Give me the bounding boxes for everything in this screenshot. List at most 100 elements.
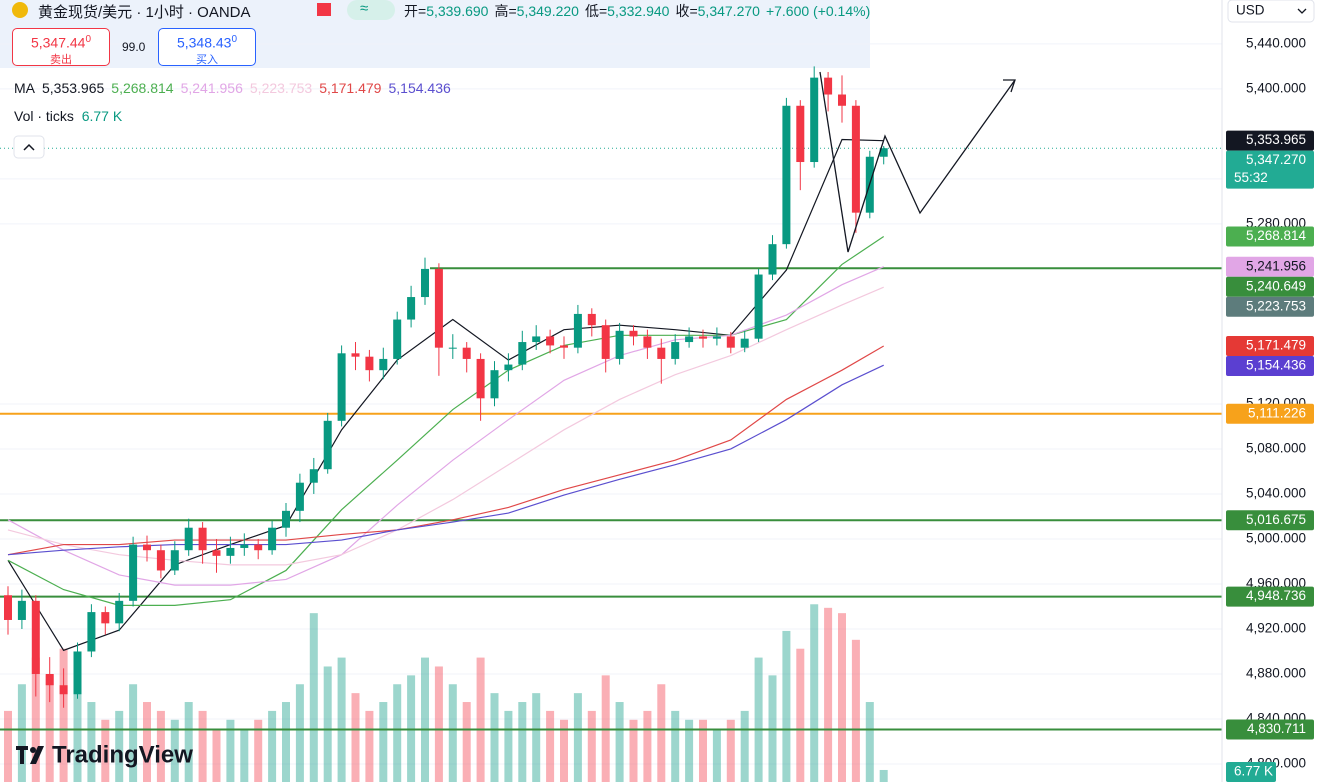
volume-bar (796, 648, 805, 782)
volume-bar (393, 684, 402, 782)
volume-bar (573, 693, 582, 782)
candle-body (45, 673, 54, 686)
volume-bar (671, 710, 680, 782)
candle-body (379, 358, 388, 371)
volume-bar (462, 702, 471, 782)
candle-body (657, 347, 666, 359)
price-tag (1226, 356, 1314, 377)
candle-body (115, 600, 124, 624)
sell-label: 卖出 (50, 53, 72, 66)
candle-body (365, 356, 374, 371)
status-badge (347, 0, 395, 20)
volume-bar (115, 710, 124, 782)
price-tag-label: 5,347.270 (1246, 152, 1306, 167)
volume-tag (1226, 762, 1276, 782)
volume-bar (212, 728, 221, 782)
volume-bar (282, 702, 290, 782)
volume-bar (226, 719, 235, 782)
volume-bar (657, 684, 666, 782)
volume-bar (629, 719, 638, 782)
candle-body (490, 370, 499, 399)
candle-body (31, 600, 40, 674)
candle-body (685, 336, 694, 343)
candle-body (851, 105, 860, 213)
volume-bar (448, 684, 457, 782)
candle-body (796, 105, 805, 163)
volume-bar (546, 710, 555, 782)
volume-bar (323, 666, 332, 782)
currency-dropdown[interactable] (1227, 0, 1315, 23)
volume-bar (754, 657, 763, 782)
volume-bar (184, 702, 193, 782)
candle-body (712, 336, 721, 339)
collapse-button[interactable] (13, 135, 45, 159)
candle-body (518, 342, 527, 365)
volume-bar (879, 769, 888, 782)
candle-body (87, 612, 96, 652)
logo-text: TradingView (52, 741, 193, 768)
volume-label: Vol · ticks (14, 108, 74, 124)
price-tag-label: 4,948.736 (1246, 588, 1306, 603)
price-tag-label: 5,111.226 (1248, 405, 1306, 420)
volume-bar (699, 719, 707, 782)
price-tag (1226, 226, 1314, 247)
price-tag-label: 5,016.675 (1246, 512, 1306, 527)
sell-price: 5,347.44 (30, 34, 86, 51)
moving-average (7, 364, 884, 556)
ohlc-change: +7.600 (+0.14%) (765, 3, 871, 19)
volume-bar (4, 710, 12, 782)
flag-icon[interactable] (317, 3, 331, 16)
ma-label: MA (14, 80, 35, 96)
volume-bar (254, 719, 263, 782)
candle-body (754, 274, 763, 339)
currency-label: USD (1236, 3, 1265, 18)
buy-button[interactable]: 5,348.430 买入 (158, 28, 256, 66)
candle-body (838, 94, 846, 106)
volume-bar (685, 719, 694, 782)
price-tag (1226, 256, 1314, 277)
volume-bar (504, 710, 513, 782)
candle-body (351, 353, 360, 357)
volume-bar (129, 684, 138, 782)
dropdown-chevron (1297, 8, 1307, 14)
price-tag (1226, 510, 1314, 531)
candle-body (532, 336, 541, 343)
volume-bar (240, 728, 249, 782)
price-axis: 5,440.0005,400.0005,320.0005,280.0005,12… (1226, 35, 1314, 782)
price-tag-label: 5,223.753 (1246, 298, 1306, 313)
volume-bar (712, 728, 721, 782)
volume-bar (587, 710, 596, 782)
buy-label: 买入 (196, 53, 218, 66)
price-tag-label: 5,154.436 (1246, 358, 1306, 373)
ma-legend: MA 5,353.965 5,268.814 5,241.956 5,223.753 5,… (14, 80, 451, 96)
volume-bar (379, 702, 388, 782)
sell-button[interactable]: 5,347.440 卖出 (12, 28, 110, 66)
volume-bar (73, 693, 82, 782)
candle-body (170, 550, 179, 571)
header-panel (0, 0, 870, 68)
price-tag-label: 5,171.479 (1246, 338, 1306, 353)
ma-value: 5,353.965 (42, 80, 105, 96)
y-tick-label: 5,440.000 (1246, 35, 1306, 50)
ma-value: 5,171.479 (319, 80, 382, 96)
candle-body (810, 77, 819, 163)
volume-bar (31, 657, 40, 782)
volume-value: 6.77 K (81, 108, 123, 124)
y-tick-label: 5,400.000 (1246, 80, 1306, 95)
candle-body (101, 612, 110, 624)
ohlc-label: 收= (675, 3, 698, 19)
ma-value: 5,154.436 (388, 80, 451, 96)
volume-bar (198, 710, 207, 782)
buy-price-sup: 0 (231, 34, 238, 45)
moving-average (7, 235, 885, 606)
ohlc-value: 5,349.220 (516, 3, 579, 19)
ohlc-value: 5,339.690 (426, 3, 489, 19)
price-tag-label: 5,353.965 (1246, 132, 1306, 147)
price-tag-countdown: 55:32 (1234, 170, 1268, 185)
moving-average (7, 286, 884, 566)
y-tick-label: 4,920.000 (1246, 621, 1306, 636)
candle-body (824, 77, 833, 95)
volume-bar (59, 648, 68, 782)
volume-bar (810, 604, 819, 782)
